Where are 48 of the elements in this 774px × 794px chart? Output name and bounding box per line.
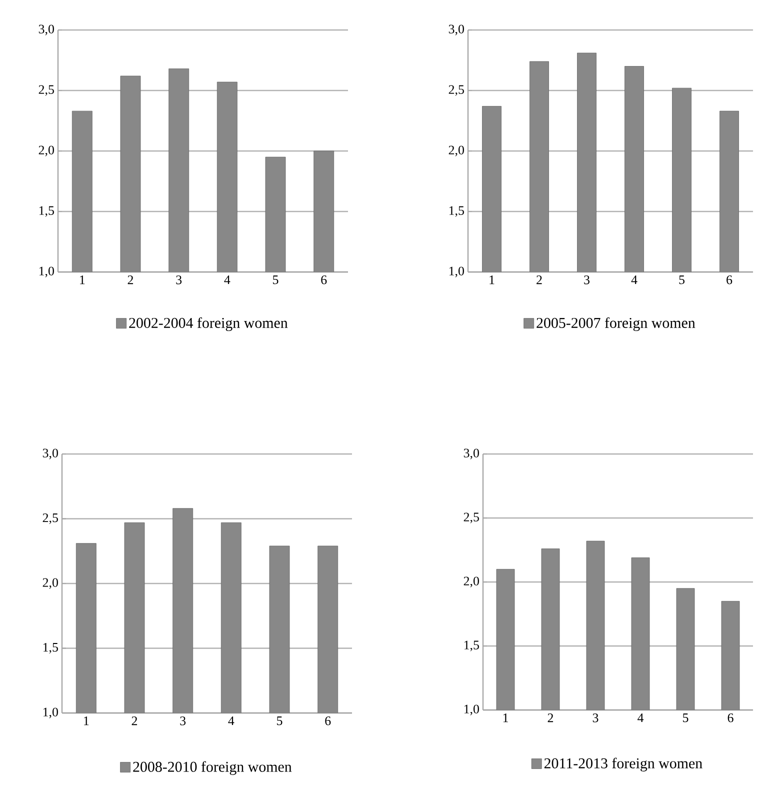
y-tick-label: 2,5 [464, 512, 479, 524]
x-tick-label: 5 [679, 276, 684, 284]
x-tick-label: 4 [224, 276, 230, 284]
y-tick-label: 1,5 [464, 640, 479, 652]
y-tick-label: 2,0 [42, 578, 58, 589]
y-tick-label: 2,0 [464, 576, 479, 588]
x-tick-label: 2 [548, 714, 554, 722]
x-tick-label: 5 [683, 714, 688, 722]
y-tick-label: 2,5 [448, 85, 464, 96]
y-tick-label: 1,5 [39, 206, 54, 217]
y-tick-label: 1,0 [43, 708, 58, 718]
y-tick-label: 1,0 [464, 704, 479, 716]
legend-label: 2002-2004 foreign women [129, 317, 288, 332]
legend-label: 2008-2010 foreign women [133, 761, 292, 775]
x-tick-label: 3 [584, 276, 590, 284]
x-tick-label: 6 [728, 714, 734, 722]
x-tick-label: 6 [321, 276, 327, 284]
x-tick-label: 1 [503, 714, 508, 722]
x-tick-label: 1 [84, 716, 89, 726]
x-tick-label: 5 [273, 276, 278, 284]
x-tick-label: 3 [176, 276, 182, 284]
x-tick-label: 2 [132, 716, 138, 726]
x-tick-label: 4 [638, 714, 644, 722]
x-tick-label: 3 [180, 716, 186, 726]
x-tick-label: 1 [490, 276, 494, 284]
y-tick-label: 3,0 [464, 448, 479, 460]
y-tick-label: 1,5 [43, 642, 58, 654]
x-tick-label: 1 [80, 276, 85, 284]
x-tick-label: 2 [128, 276, 134, 284]
x-tick-label: 4 [631, 276, 638, 284]
x-tick-label: 2 [536, 276, 542, 284]
x-tick-label: 4 [228, 716, 234, 726]
y-tick-label: 3,0 [448, 24, 464, 36]
x-tick-label: 6 [325, 716, 331, 726]
x-tick-label: 5 [277, 716, 282, 726]
y-tick-label: 1,0 [39, 266, 54, 278]
legend-label: 2005-2007 foreign women [536, 317, 696, 332]
y-tick-label: 1,0 [449, 266, 464, 278]
y-tick-label: 2,5 [38, 85, 54, 96]
y-tick-label: 3,0 [42, 448, 58, 460]
legend-label: 2011-2013 foreign women [544, 758, 702, 772]
y-tick-label: 1,5 [449, 206, 464, 217]
y-tick-label: 2,0 [38, 146, 54, 156]
y-tick-label: 3,0 [38, 24, 54, 36]
y-tick-label: 2,0 [448, 146, 464, 156]
x-tick-label: 6 [726, 276, 732, 284]
y-tick-label: 2,5 [42, 513, 58, 524]
x-tick-label: 3 [592, 714, 598, 722]
